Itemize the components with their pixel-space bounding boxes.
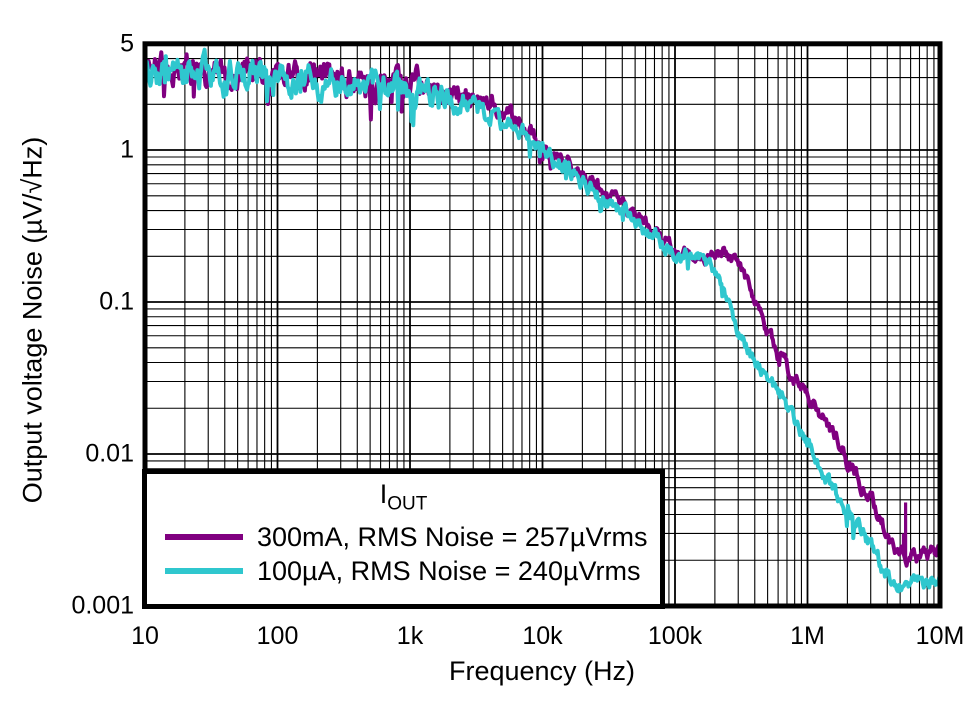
series-curves [145,47,940,594]
legend-entry-0: 300mA, RMS Noise = 257µVrms [147,520,660,554]
legend-label-0: 300mA, RMS Noise = 257µVrms [257,521,648,552]
y-tick-label-0.1: 0.1 [99,287,134,316]
y-tick-label-1: 1 [120,135,134,164]
x-tick-label-10k: 10k [522,622,563,650]
x-tick-label-10: 10 [131,622,159,650]
legend-title-main: I [379,479,388,509]
x-tick-label-100: 100 [256,622,299,650]
x-tick-label-100k: 100k [647,622,703,650]
legend-title-sub: OUT [387,493,428,515]
series-300mA [145,50,940,568]
legend-entry-1: 100µA, RMS Noise = 240µVrms [147,554,660,588]
x-tick-label-1M: 1M [790,622,825,650]
legend-label-1: 100µA, RMS Noise = 240µVrms [257,555,641,586]
x-tick-label-1k: 1k [396,622,424,650]
series-100µA [145,47,940,594]
y-tick-label-5: 5 [120,29,134,58]
y-tick-label-0.01: 0.01 [85,439,134,468]
x-axis-title: Frequency (Hz) [448,656,636,686]
legend-swatch-1 [165,568,243,575]
legend-box: IOUT 300mA, RMS Noise = 257µVrms 100µA, R… [142,469,665,609]
y-tick-label-0.001: 0.001 [71,591,134,620]
x-tick-label-10M: 10M [915,622,965,650]
legend-title: IOUT [147,478,660,520]
y-axis-title: Output voltage Noise (µV/√Hz) [17,136,48,504]
legend-swatch-0 [165,534,243,541]
